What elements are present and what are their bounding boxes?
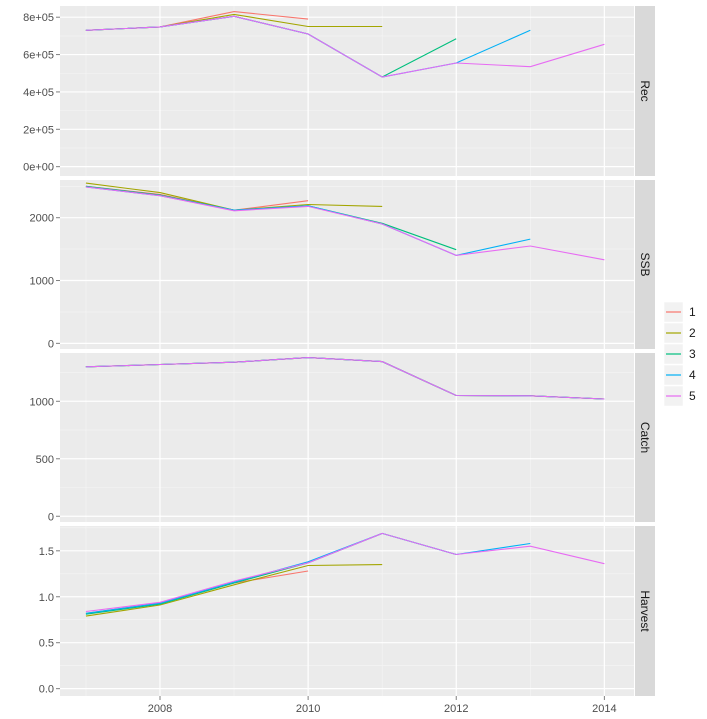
x-tick-label: 2010 (296, 703, 320, 715)
y-tick-label: 500 (36, 454, 54, 466)
series-line-2 (85, 564, 383, 617)
series-line-5 (85, 532, 605, 613)
legend-label: 3 (689, 347, 696, 361)
y-tick-label: 2000 (30, 213, 54, 225)
y-tick-label: 0 (48, 338, 54, 350)
facet-strip-label: Catch (638, 422, 652, 453)
legend-label: 2 (689, 326, 696, 340)
panel-background (60, 353, 634, 522)
facet-strip (635, 353, 655, 522)
panel-rec: 0e+00 2e+05 4e+05 6e+05 8e+05 Rec (23, 6, 655, 176)
y-tick-label: 8e+05 (23, 12, 54, 24)
x-tick-label: 2012 (444, 703, 468, 715)
x-tick-label: 2008 (148, 703, 172, 715)
panel-ssb: 0 1000 2000 SSB (30, 180, 655, 350)
y-tick-label: 4e+05 (23, 87, 54, 99)
series-line-5 (85, 357, 605, 400)
y-tick-label: 0.0 (39, 684, 54, 696)
y-tick-label: 0 (48, 511, 54, 523)
y-tick-label: 0e+00 (23, 162, 54, 174)
panel-catch: 0 500 1000 Catch (30, 353, 655, 523)
facet-strip-label: Rec (638, 80, 652, 101)
y-tick-label: 0.5 (39, 638, 54, 650)
facet-strip (635, 6, 655, 176)
legend: 1 2 3 4 5 (663, 301, 696, 407)
y-tick-label: 1000 (30, 276, 54, 288)
panel-background (60, 526, 634, 696)
panel-background (60, 6, 634, 176)
y-tick-label: 1000 (30, 396, 54, 408)
facet-strip-label: SSB (638, 252, 652, 276)
y-tick-label: 2e+05 (23, 124, 54, 136)
facet-strip-label: Harvest (638, 590, 652, 632)
legend-label: 1 (689, 305, 696, 319)
legend-label: 4 (689, 368, 696, 382)
legend-label: 5 (689, 389, 696, 403)
y-tick-label: 1.0 (39, 592, 54, 604)
panel-harvest: 0.0 0.5 1.0 1.5 Harvest (39, 526, 655, 696)
panel-background (60, 180, 634, 349)
facet-strip (635, 526, 655, 696)
facet-strip (635, 180, 655, 349)
y-tick-label: 1.5 (39, 546, 54, 558)
y-tick-label: 6e+05 (23, 50, 54, 62)
series-line-5 (85, 15, 605, 78)
series-line-5 (85, 186, 605, 261)
x-tick-label: 2014 (592, 703, 616, 715)
